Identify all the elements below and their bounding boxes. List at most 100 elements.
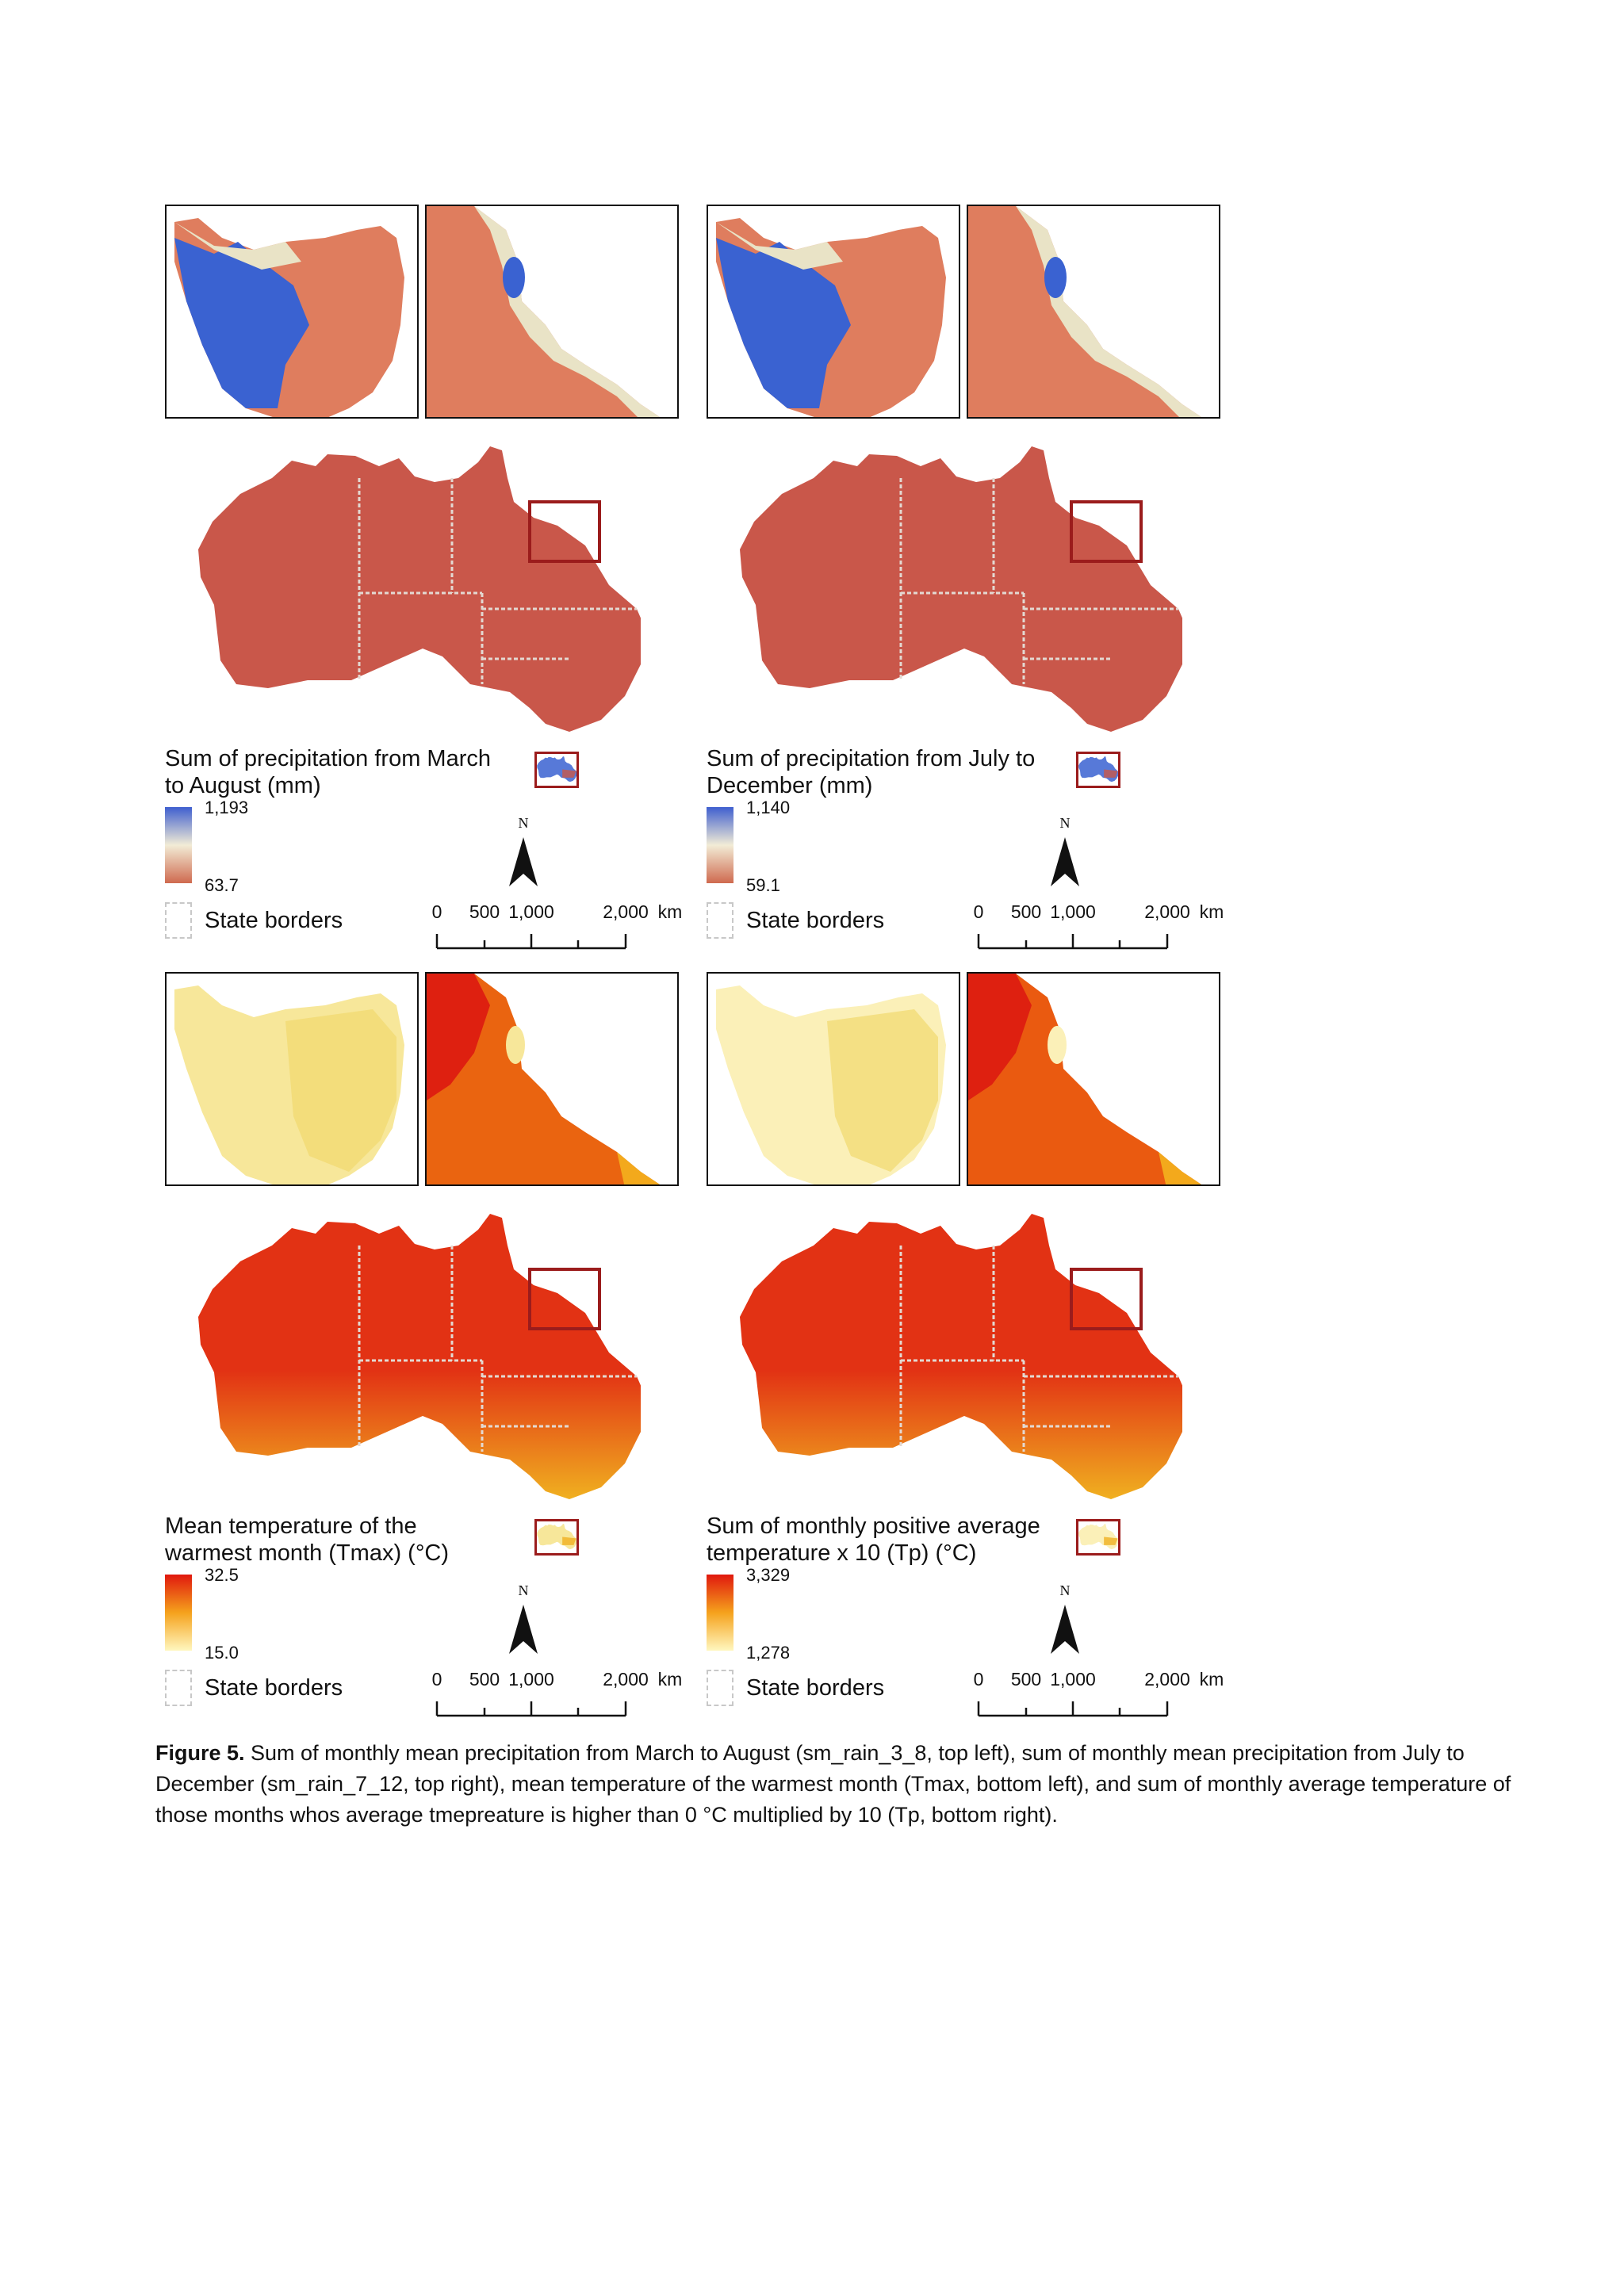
legend-thumbnail <box>534 1519 579 1556</box>
mid-value-region <box>174 222 301 270</box>
state-borders-label: State borders <box>746 908 885 933</box>
scale-label: 1,000 <box>508 1669 554 1689</box>
scale-bar: 0 500 1,000 2,000 km <box>423 899 692 959</box>
north-arrow: N <box>1048 1582 1082 1659</box>
warmer-region <box>827 1009 938 1172</box>
inset-locator-box <box>528 500 601 563</box>
hottest-region <box>968 974 1032 1100</box>
legend-thumbnail <box>1076 1519 1120 1556</box>
legend-min-value: 1,278 <box>746 1643 791 1663</box>
tasmania-inset-map <box>716 985 946 1184</box>
inset-queensland <box>967 205 1220 419</box>
legend-thumbnail <box>1076 752 1120 788</box>
north-arrow-icon <box>509 1605 538 1654</box>
scale-label: 2,000 <box>603 1669 649 1689</box>
state-borders-swatch <box>707 1670 733 1706</box>
queensland-inset-map <box>968 206 1201 417</box>
scale-label: 500 <box>469 1669 500 1689</box>
scale-label: 2,000 <box>1144 1669 1190 1689</box>
north-arrow-icon <box>1051 837 1079 886</box>
map-panel-rain-jul-dec: Sum of precipitation from July to Decemb… <box>707 205 1246 966</box>
scale-label: 1,000 <box>1050 901 1096 922</box>
mid-value-region <box>716 222 843 270</box>
caption-text: Sum of monthly mean precipitation from M… <box>155 1741 1511 1827</box>
scale-label: 0 <box>974 901 984 922</box>
legend-max-value: 1,193 <box>205 798 249 817</box>
scale-label: 2,000 <box>1144 901 1190 922</box>
legend-color-ramp <box>707 1575 733 1651</box>
legend-min-value: 15.0 <box>205 1643 239 1663</box>
queensland-coast-shape <box>968 206 1201 417</box>
scale-label: 0 <box>974 1669 984 1689</box>
australia-landmass <box>740 446 1182 732</box>
scale-label: 1,000 <box>508 901 554 922</box>
figure-caption: Figure 5. Sum of monthly mean precipitat… <box>155 1738 1535 1831</box>
inset-tasmania <box>165 972 419 1186</box>
north-arrow-icon <box>1051 1605 1079 1654</box>
scale-label: 500 <box>1011 1669 1041 1689</box>
tasmania-inset-map <box>716 218 946 417</box>
inset-queensland <box>425 205 679 419</box>
inset-queensland <box>425 972 679 1186</box>
inset-tasmania <box>707 972 960 1186</box>
queensland-inset-map <box>968 974 1201 1184</box>
queensland-coast-shape <box>968 974 1201 1184</box>
warmer-region <box>285 1009 396 1172</box>
scale-label: 500 <box>1011 901 1041 922</box>
state-borders-swatch <box>165 902 192 939</box>
north-label: N <box>519 815 529 831</box>
high-value-region <box>174 238 309 408</box>
australia-map <box>740 1214 1182 1499</box>
queensland-coast-shape <box>427 974 660 1184</box>
north-arrow: N <box>506 1582 541 1659</box>
scale-label: 0 <box>432 1669 442 1689</box>
australia-landmass <box>198 446 641 732</box>
inset-queensland <box>967 972 1220 1186</box>
high-value-region <box>1044 257 1067 298</box>
queensland-inset-map <box>427 974 660 1184</box>
north-arrow: N <box>506 815 541 891</box>
state-borders-label: State borders <box>205 908 343 933</box>
map-panel-tp: Sum of monthly positive average temperat… <box>707 972 1246 1733</box>
north-label: N <box>1060 815 1071 831</box>
state-borders <box>899 1246 1178 1452</box>
australia-map <box>198 446 641 732</box>
scale-label: km <box>658 1669 683 1689</box>
state-borders <box>899 478 1178 684</box>
legend-color-ramp <box>707 807 733 883</box>
scale-bar: 0 500 1,000 2,000 km <box>964 1667 1234 1726</box>
legend-color-ramp <box>165 1575 192 1651</box>
scale-bar: 0 500 1,000 2,000 km <box>423 1667 692 1726</box>
high-value-region <box>716 238 851 408</box>
coastal-strip <box>617 1152 660 1184</box>
state-borders <box>358 1246 637 1452</box>
main-map <box>738 446 1182 748</box>
australia-map <box>740 446 1182 732</box>
inset-locator-box <box>1070 500 1143 563</box>
queensland-inset-map <box>427 206 660 417</box>
caption-label: Figure 5. <box>155 1741 245 1765</box>
scale-label: 1,000 <box>1050 1669 1096 1689</box>
state-borders-label: State borders <box>205 1675 343 1701</box>
north-arrow: N <box>1048 815 1082 891</box>
legend-title: Mean temperature of the warmest month (T… <box>165 1513 450 1566</box>
legend-max-value: 1,140 <box>746 798 791 817</box>
legend-min-value: 59.1 <box>746 875 780 895</box>
map-panel-tmax: Mean temperature of the warmest month (T… <box>165 972 704 1733</box>
legend-title: Sum of precipitation from March to Augus… <box>165 746 491 798</box>
scale-label: km <box>1200 901 1224 922</box>
high-value-region <box>503 257 525 298</box>
legend-thumbnail <box>534 752 579 788</box>
scale-label: 2,000 <box>603 901 649 922</box>
cooler-region <box>506 1026 525 1064</box>
coastal-strip <box>474 206 660 417</box>
legend-max-value: 3,329 <box>746 1565 791 1585</box>
scale-label: 0 <box>432 901 442 922</box>
legend-title: Sum of monthly positive average temperat… <box>707 1513 1040 1566</box>
hottest-region <box>427 974 490 1100</box>
main-map <box>738 1214 1182 1515</box>
queensland-coast-shape <box>427 206 660 417</box>
scale-label: km <box>658 901 683 922</box>
australia-landmass <box>740 1214 1182 1499</box>
state-borders-swatch <box>707 902 733 939</box>
